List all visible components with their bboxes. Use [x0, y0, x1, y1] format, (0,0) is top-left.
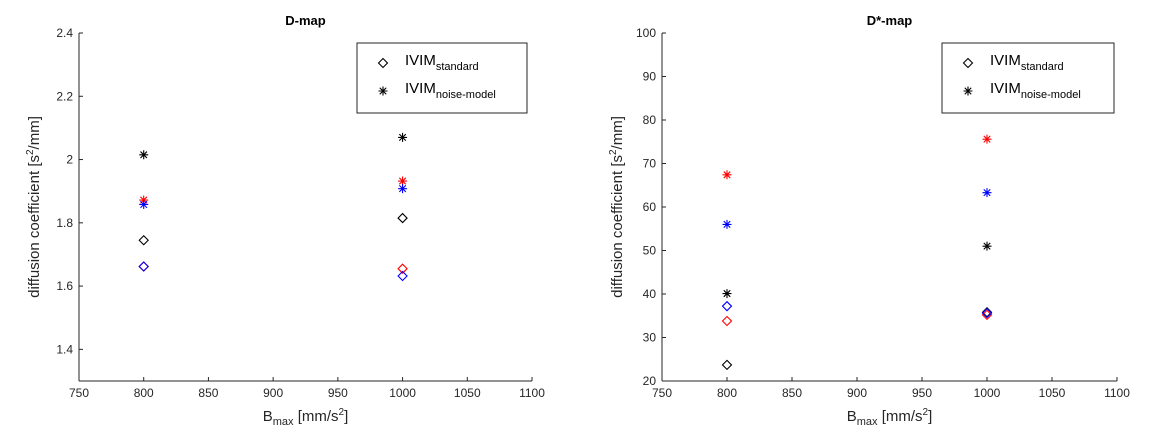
x-tick-label: 850 [782, 386, 802, 400]
y-tick-label: 100 [636, 26, 656, 40]
x-tick-label: 850 [198, 386, 218, 400]
legend: IVIMstandard IVIMnoise-model [356, 42, 528, 114]
x-tick-label: 1000 [389, 386, 416, 400]
x-axis-label: Bmax [mm/s2] [263, 407, 349, 428]
y-tick-label: 1.8 [56, 216, 73, 230]
y-tick-label: 2.4 [56, 26, 73, 40]
data-point-asterisk [398, 176, 408, 186]
legend-entry-label: IVIMnoise-model [405, 80, 496, 101]
legend-marker-asterisk [963, 86, 973, 96]
x-tick-label: 1100 [1104, 386, 1130, 400]
data-point-diamond [981, 307, 993, 319]
y-tick-label: 2.2 [56, 89, 73, 103]
chart-title: D*-map [867, 13, 913, 28]
data-point-asterisk [722, 219, 732, 229]
data-point-diamond [981, 306, 993, 318]
y-tick-label: 80 [643, 113, 657, 127]
y-tick-label: 40 [643, 287, 657, 301]
y-tick-label: 60 [643, 200, 657, 214]
data-point-diamond [721, 300, 733, 312]
y-tick-label: 70 [643, 157, 657, 171]
data-point-asterisk [982, 241, 992, 251]
legend-box [356, 42, 528, 114]
x-tick-label: 800 [717, 386, 737, 400]
chart-title: D-map [285, 13, 326, 28]
data-point-asterisk [722, 170, 732, 180]
data-point-asterisk [982, 134, 992, 144]
x-tick-label: 1000 [974, 386, 1001, 400]
y-axis-label: diffusion coefficient [s2/mm] [608, 116, 626, 298]
data-point-diamond [397, 212, 408, 224]
chart-1: 750 800 850 900 950 1000 1050 1100 1.4 1.6 1.8 2 2.2… [25, 13, 545, 428]
y-tick-label: 90 [643, 70, 657, 84]
chart-2: 750 800 850 900 950 1000 1050 1100 20 30 40 50 60 70 8… [608, 13, 1130, 428]
data-point-asterisk [722, 289, 732, 299]
y-tick-label: 1.4 [56, 342, 73, 356]
data-point-diamond [397, 263, 408, 274]
y-axis-label: diffusion coefficient [s2/mm] [25, 116, 43, 298]
data-point-asterisk [398, 184, 408, 194]
y-tick-label: 2 [66, 153, 73, 167]
legend-entry-label: IVIMstandard [405, 52, 479, 73]
legend-entry-label: IVIMstandard [990, 52, 1064, 73]
x-tick-label: 900 [263, 386, 283, 400]
x-axis-label: Bmax [mm/s2] [847, 407, 933, 428]
x-tick-label: 950 [328, 386, 348, 400]
x-tick-label: 1050 [454, 386, 481, 400]
data-point-diamond [138, 261, 149, 272]
y-tick-label: 50 [643, 244, 657, 258]
x-tick-label: 950 [912, 386, 932, 400]
data-point-asterisk [398, 132, 408, 142]
y-tick-label: 20 [643, 374, 657, 388]
legend-marker-diamond [377, 57, 389, 69]
x-tick-label: 750 [652, 386, 672, 400]
data-point-diamond [138, 234, 149, 246]
data-point-asterisk [139, 199, 149, 209]
x-tick-label: 1050 [1039, 386, 1066, 400]
data-point-diamond [397, 270, 408, 282]
data-point-diamond [721, 315, 733, 327]
legend-entry-label: IVIMnoise-model [990, 80, 1081, 101]
legend-marker-diamond [962, 57, 974, 69]
x-tick-label: 900 [847, 386, 867, 400]
legend-box [941, 42, 1115, 114]
x-tick-label: 800 [134, 386, 154, 400]
x-tick-label: 750 [69, 386, 89, 400]
legend: IVIMstandard IVIMnoise-model [941, 42, 1115, 114]
y-tick-label: 30 [643, 331, 657, 345]
legend-marker-asterisk [378, 86, 388, 96]
data-point-diamond [721, 359, 733, 371]
x-tick-label: 1100 [519, 386, 545, 400]
data-point-asterisk [139, 150, 149, 160]
y-tick-label: 1.6 [56, 279, 73, 293]
data-point-diamond [981, 309, 993, 321]
data-point-diamond [138, 261, 149, 272]
data-point-asterisk [982, 188, 992, 198]
